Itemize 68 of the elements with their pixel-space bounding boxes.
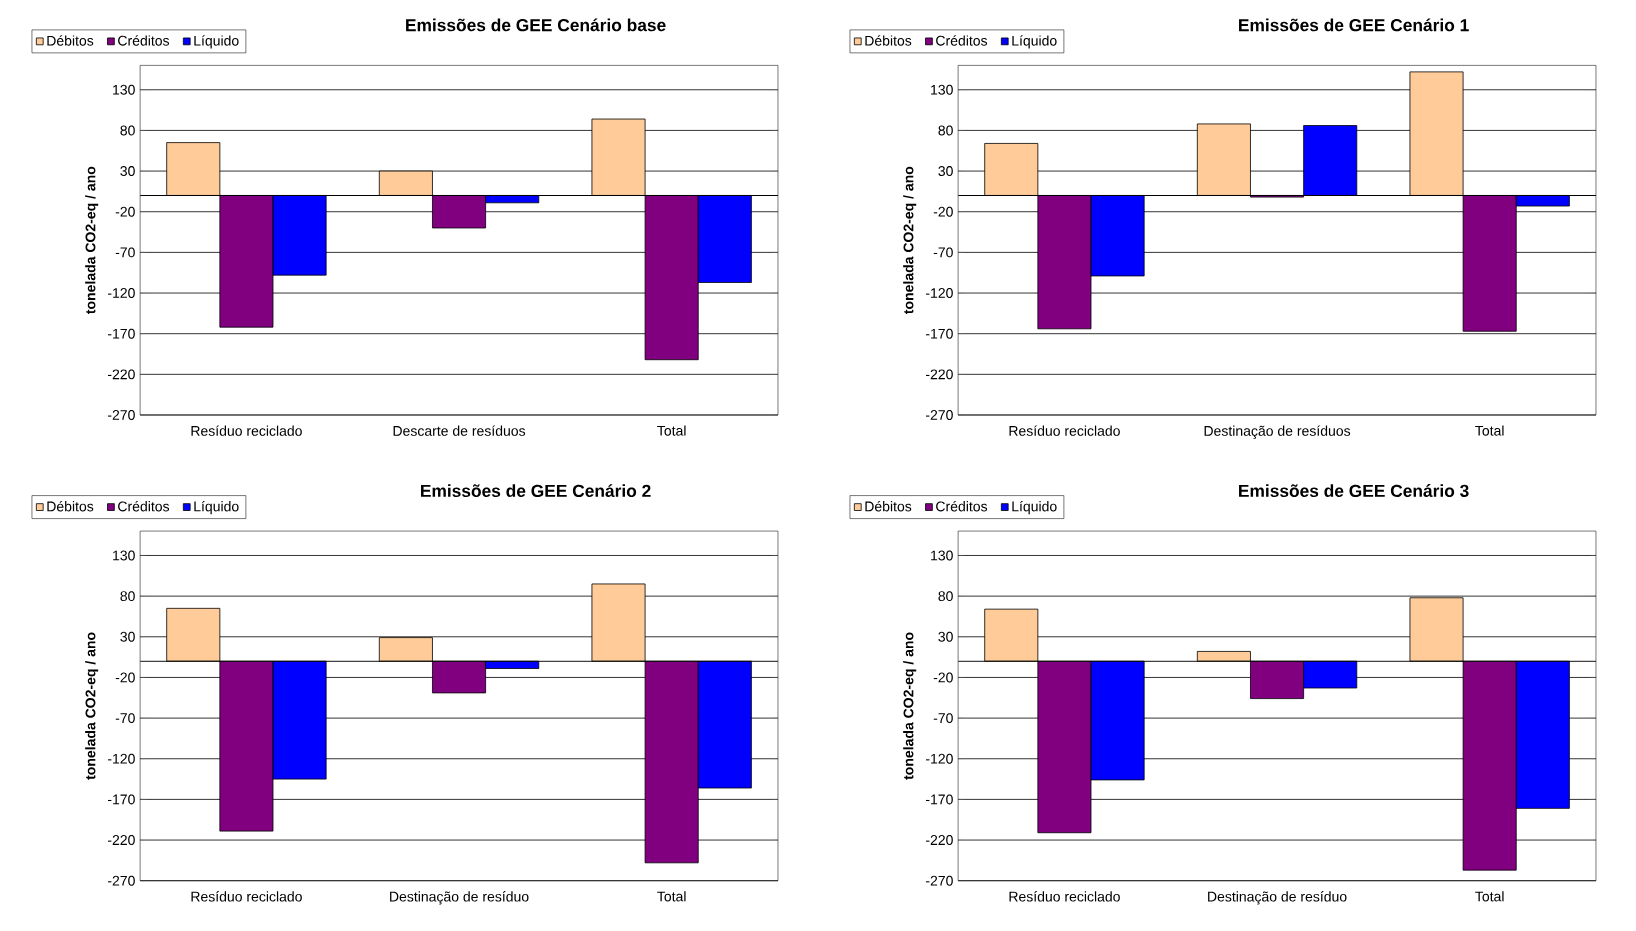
y-tick-label: -70	[933, 247, 953, 258]
chart-title: Emissões de GEE Cenário 1	[1239, 18, 1469, 32]
y-tick-label: -20	[115, 206, 135, 217]
y-tick-label: -170	[925, 794, 953, 805]
y-tick-label: 130	[113, 84, 135, 95]
y-tick-label: -170	[107, 794, 135, 805]
y-tick-label: 30	[120, 165, 135, 176]
y-tick-label: -70	[115, 247, 135, 258]
y-tick-label: -120	[925, 287, 953, 298]
y-axis-title: tonelada CO2-eq / ano	[903, 166, 917, 314]
y-axis-title: tonelada CO2-eq / ano	[85, 166, 99, 314]
x-tick-label: Resíduo reciclado	[191, 890, 302, 902]
y-tick-label: 30	[938, 631, 953, 642]
y-axis-title: tonelada CO2-eq / ano	[85, 632, 99, 780]
legend-label: Créditos	[118, 500, 170, 512]
legend-label: Débitos	[47, 35, 94, 46]
y-tick-label: 30	[938, 165, 953, 176]
chart-title: Emissões de GEE Cenário base	[406, 18, 666, 32]
y-tick-label: -170	[925, 328, 953, 339]
x-tick-label: Resíduo reciclado	[191, 425, 302, 436]
x-tick-label: Destinação de resíduos	[1204, 425, 1351, 439]
legend-label: Créditos	[118, 35, 170, 46]
legend-label: Créditos	[936, 500, 988, 512]
y-tick-label: 130	[931, 84, 953, 95]
y-tick-label: 80	[938, 590, 953, 601]
y-tick-label: -120	[107, 753, 135, 764]
y-tick-label: 80	[120, 590, 135, 601]
legend-label: Líquido	[194, 35, 239, 49]
y-tick-label: -270	[925, 409, 953, 420]
y-tick-label: -270	[925, 875, 953, 886]
y-tick-label: -70	[933, 712, 953, 723]
y-tick-label: -120	[107, 287, 135, 298]
y-tick-label: 80	[938, 125, 953, 136]
legend-label: Líquido	[194, 500, 239, 514]
y-tick-label: -270	[107, 875, 135, 886]
y-tick-label: -20	[933, 206, 953, 217]
x-tick-label: Total	[1475, 890, 1504, 902]
y-tick-label: 130	[931, 550, 953, 561]
x-tick-label: Total	[1475, 425, 1504, 436]
y-tick-label: -220	[107, 834, 135, 845]
y-tick-label: -20	[115, 672, 135, 683]
x-tick-label: Descarte de resíduos	[393, 425, 526, 436]
y-tick-label: -220	[925, 369, 953, 380]
x-tick-label: Destinação de resíduo	[390, 890, 529, 905]
y-tick-label: -70	[115, 712, 135, 723]
y-axis-title: tonelada CO2-eq / ano	[903, 632, 917, 780]
y-tick-label: 30	[120, 631, 135, 642]
y-tick-label: -220	[925, 834, 953, 845]
y-tick-label: -270	[107, 409, 135, 420]
y-tick-label: -220	[107, 369, 135, 380]
legend-label: Débitos	[865, 35, 912, 46]
legend-label: Líquido	[1012, 35, 1057, 49]
x-tick-label: Resíduo reciclado	[1009, 890, 1120, 902]
y-tick-label: -170	[107, 328, 135, 339]
y-tick-label: -120	[925, 753, 953, 764]
chart-title: Emissões de GEE Cenário 3	[1239, 483, 1469, 497]
legend-label: Débitos	[47, 500, 94, 512]
y-tick-label: 80	[120, 125, 135, 136]
x-tick-label: Total	[657, 890, 686, 902]
legend-label: Líquido	[1012, 500, 1057, 514]
y-tick-label: -20	[933, 672, 953, 683]
x-tick-label: Resíduo reciclado	[1009, 425, 1120, 436]
legend-label: Créditos	[936, 35, 988, 46]
y-tick-label: 130	[113, 550, 135, 561]
chart-title: Emissões de GEE Cenário 2	[421, 483, 651, 497]
x-tick-label: Destinação de resíduo	[1208, 890, 1347, 905]
x-tick-label: Total	[657, 425, 686, 436]
legend-label: Débitos	[865, 500, 912, 512]
